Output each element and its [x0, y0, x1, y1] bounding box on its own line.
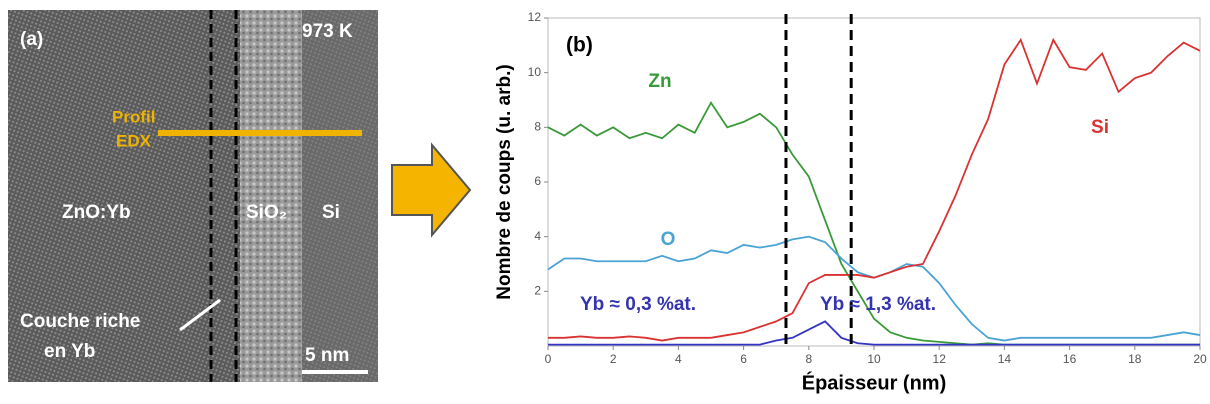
x-axis-label: Épaisseur (nm) [802, 371, 946, 394]
x-tick-label: 12 [933, 352, 947, 366]
rich-layer-label: Couche riche [20, 311, 140, 332]
x-tick-label: 14 [998, 352, 1012, 366]
series-label: Zn [648, 71, 671, 92]
rich-layer-label: en Yb [44, 341, 95, 362]
y-tick-label: 2 [534, 284, 541, 298]
y-tick-label: 6 [534, 174, 541, 188]
x-tick-label: 6 [740, 352, 747, 366]
series-line [548, 37, 1201, 342]
layer-label: SiO₂ [246, 202, 287, 223]
layer-label: Si [322, 202, 340, 223]
y-tick-label: 4 [534, 229, 541, 243]
series-line [548, 320, 1200, 346]
layer-label: ZnO:Yb [62, 202, 131, 223]
y-tick-label: 10 [528, 65, 542, 79]
arrow [391, 142, 472, 238]
annotation: Yb ≈ 1,3 %at. [820, 294, 936, 315]
y-tick-label: 12 [528, 10, 542, 24]
annotation: Yb ≈ 0,3 %at. [580, 294, 696, 315]
si-region [302, 10, 378, 382]
temperature: 973 K [302, 21, 353, 42]
series-label: Si [1091, 117, 1109, 138]
profile-label: EDX [116, 131, 152, 150]
series-label: O [661, 229, 676, 250]
panel-label: (b) [566, 34, 593, 57]
y-axis-label: Nombre de coups (u. arb.) [494, 64, 515, 299]
x-tick-label: 10 [867, 352, 881, 366]
pointer [179, 298, 221, 332]
x-tick-label: 0 [545, 352, 552, 366]
x-tick-label: 16 [1063, 352, 1077, 366]
y-tick-label: 8 [534, 120, 541, 134]
sio2-region [240, 10, 302, 382]
scale-label: 5 nm [305, 345, 349, 366]
x-tick-label: 2 [610, 352, 617, 366]
profile-label: Profil [112, 107, 155, 126]
tem-image: (a) 973 K Profil EDX ZnO:Yb SiO₂ Si Couc… [8, 10, 378, 382]
x-tick-label: 4 [675, 352, 682, 366]
panel-label: (a) [20, 29, 43, 50]
series-line [547, 235, 1201, 342]
x-tick-label: 20 [1193, 352, 1207, 366]
x-tick-label: 8 [805, 352, 812, 366]
x-tick-label: 18 [1128, 352, 1142, 366]
line-chart: 2 4 6 8 10 12 0 2 4 6 8 10 12 14 16 18 20 Zn O Si Yb ≈ 0,3 %… [494, 10, 1207, 394]
